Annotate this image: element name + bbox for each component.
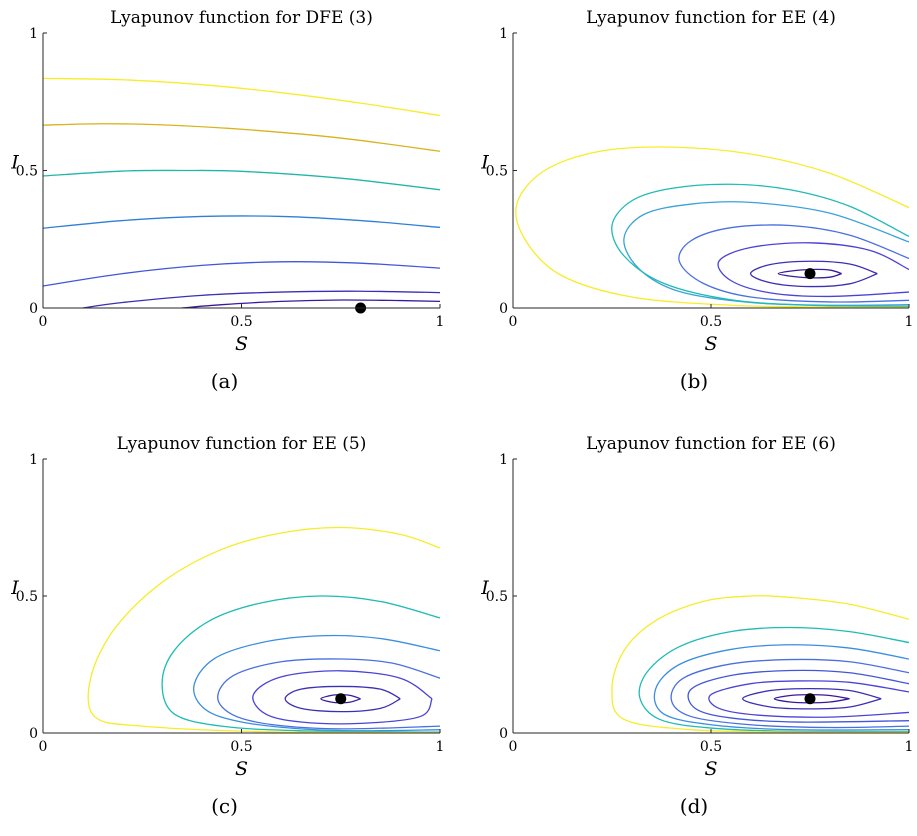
x-tick-label: 0 [509,314,518,330]
panel-4: Lyapunov function for EE (6) 0 0.5 1 0 0.5 1 S I… [480,434,913,818]
contour-line-1 [320,693,361,704]
contour-line-6 [653,644,909,731]
y-tick-label: 1 [499,26,508,42]
contour-line-3 [708,680,909,718]
contour-line-4 [687,669,909,723]
panel-title: Lyapunov function for EE (6) [586,434,836,454]
y-tick-label: 0.5 [16,589,38,605]
x-tick-label: 0.5 [700,314,722,330]
contour-lines [43,77,440,308]
equilibrium-point [335,693,347,705]
x-tick-label: 0.5 [700,739,722,755]
contour-line-2 [82,290,440,308]
y-tick-label: 1 [499,452,508,468]
x-axis-label: S [704,333,717,355]
y-tick-label: 0 [29,301,38,317]
y-tick-label: 0 [499,726,508,742]
contour-line-1 [773,693,850,704]
x-tick-label: 1 [436,739,445,755]
contour-line-7 [87,526,440,733]
panel-title: Lyapunov function for EE (4) [586,8,836,28]
equilibrium-point [804,268,816,280]
equilibrium-point [804,693,816,705]
contour-line-2 [749,260,878,288]
x-tick-label: 1 [905,739,914,755]
contour-line-3 [717,242,909,298]
contour-line-6 [43,123,440,152]
y-tick-label: 0 [29,726,38,742]
panel-3: Lyapunov function for EE (5) 0 0.5 1 0 0.5 1 S I… [10,434,444,818]
contour-line-7 [515,146,909,308]
y-axis-label: I [480,152,489,174]
panel-caption: (d) [680,794,708,818]
contour-line-4 [678,224,909,303]
y-axis-label: I [10,577,19,599]
contour-line-5 [623,201,909,306]
x-axis-label: S [235,758,248,780]
contour-line-8 [611,595,909,733]
panel-title: Lyapunov function for DFE (3) [110,8,373,28]
contour-line-7 [43,77,440,117]
x-tick-label: 0 [39,314,48,330]
contour-line-5 [670,658,909,729]
contour-line-3 [252,670,433,725]
contour-line-5 [43,169,440,191]
contour-line-1 [777,268,842,279]
contour-line-6 [161,595,440,733]
contour-line-7 [638,626,909,733]
contour-lines [515,146,909,308]
x-tick-label: 0.5 [230,314,252,330]
x-tick-label: 0 [509,739,518,755]
contour-line-4 [217,658,440,730]
panel-caption: (a) [211,369,239,393]
contour-lines [611,595,909,733]
y-tick-label: 1 [29,26,38,42]
panel-caption: (b) [680,369,708,393]
x-tick-label: 0.5 [230,739,252,755]
y-tick-label: 1 [29,452,38,468]
x-tick-label: 1 [436,314,445,330]
y-tick-label: 0.5 [486,164,508,180]
y-tick-label: 0.5 [16,164,38,180]
y-axis-label: I [480,577,489,599]
y-tick-label: 0 [499,301,508,317]
contour-line-4 [43,215,440,229]
contour-line-1 [181,299,440,308]
x-tick-label: 1 [905,314,914,330]
x-tick-label: 0 [39,739,48,755]
contour-lines [87,526,440,733]
y-tick-label: 0.5 [486,589,508,605]
contour-line-2 [284,685,401,713]
panel-caption: (c) [211,794,238,818]
panel-1: Lyapunov function for DFE (3) 0 0.5 1 0 0.5 1 S… [10,8,444,393]
x-axis-label: S [235,333,248,355]
contour-line-5 [193,634,440,732]
contour-line-2 [742,687,882,710]
panel-2: Lyapunov function for EE (4) 0 0.5 1 0 0.5 1 S I… [480,8,913,393]
contour-line-3 [43,261,440,287]
panel-title: Lyapunov function for EE (5) [117,434,367,454]
x-axis-label: S [704,758,717,780]
y-axis-label: I [10,152,19,174]
contour-line-6 [611,183,909,307]
